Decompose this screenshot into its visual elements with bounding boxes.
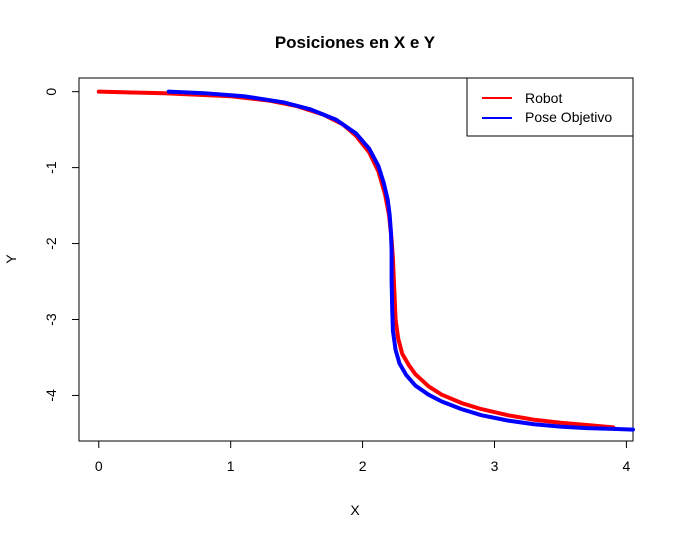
x-axis: 0 1 2 3 4	[95, 440, 631, 474]
x-tick-label: 1	[227, 458, 235, 474]
x-tick-label: 2	[359, 458, 367, 474]
series-line-pose-objetivo	[166, 89, 635, 432]
y-tick-label: -4	[43, 389, 59, 402]
y-axis-label: Y	[3, 254, 19, 264]
legend-frame	[466, 77, 634, 137]
legend: Robot Pose Objetivo	[466, 77, 634, 137]
x-tick-label: 3	[491, 458, 499, 474]
chart-title: Posiciones en X e Y	[275, 33, 436, 52]
legend-label-pose-objetivo: Pose Objetivo	[525, 109, 612, 125]
series-line-robot	[96, 89, 616, 430]
x-tick-label: 0	[95, 458, 103, 474]
y-tick-label: -3	[43, 313, 59, 326]
legend-label-robot: Robot	[525, 90, 562, 106]
x-axis-label: X	[350, 502, 360, 518]
y-tick-label: 0	[43, 88, 59, 96]
y-tick-label: -2	[43, 237, 59, 250]
y-axis: 0 -1 -2 -3 -4	[43, 88, 80, 402]
series-layer	[96, 89, 635, 432]
y-tick-label: -1	[43, 161, 59, 174]
x-tick-label: 4	[623, 458, 631, 474]
